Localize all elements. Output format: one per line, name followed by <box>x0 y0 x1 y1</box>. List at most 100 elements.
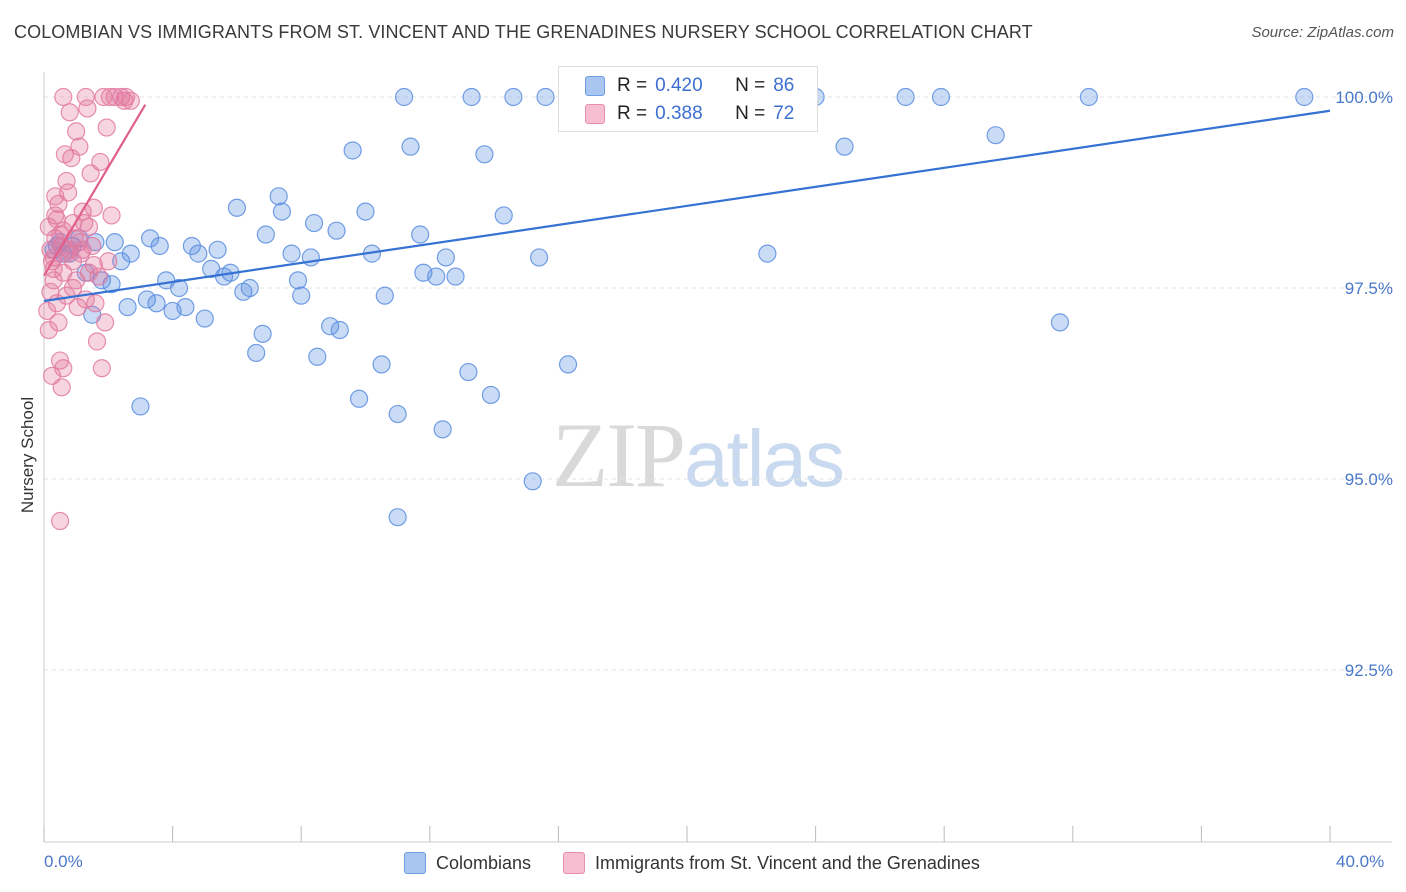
immigrant-point <box>60 103 79 122</box>
immigrant-point <box>38 301 57 321</box>
correlation-legend: R = 0.420 N = 86 R = 0.388 N = 72 <box>558 66 818 132</box>
colombian-point <box>189 244 208 263</box>
colombian-point <box>475 145 494 164</box>
x-axis-min-label: 0.0% <box>44 852 83 871</box>
colombian-point <box>433 420 452 439</box>
legend-swatch-colombians <box>585 76 605 96</box>
legend-n-value: 72 <box>773 103 795 124</box>
legend-r-label: R = <box>617 75 648 96</box>
colombian-point <box>558 355 578 374</box>
immigrant-point <box>86 294 105 313</box>
y-tick-label: 100.0% <box>1335 88 1393 107</box>
colombian-point <box>256 225 275 244</box>
colombian-point <box>758 244 777 263</box>
watermark-zip: ZIP <box>552 404 686 506</box>
series-legend-immigrants[interactable]: Immigrants from St. Vincent and the Gren… <box>563 852 980 874</box>
colombian-point <box>388 508 407 527</box>
colombian-point <box>459 362 478 382</box>
immigrant-point <box>42 366 62 385</box>
legend-r-value: 0.388 <box>655 103 703 124</box>
immigrant-point <box>67 122 86 141</box>
immigrant-point <box>78 99 97 118</box>
colombian-point <box>523 472 542 491</box>
series-legend-colombians[interactable]: Colombians <box>404 852 531 874</box>
colombian-point <box>105 233 124 252</box>
legend-r-label: R = <box>617 103 648 124</box>
immigrant-point <box>76 87 95 107</box>
colombian-point <box>282 244 301 263</box>
colombian-point <box>150 236 169 256</box>
colombian-point <box>131 397 150 416</box>
colombian-point <box>394 87 414 107</box>
immigrant-point <box>41 282 60 301</box>
colombian-point <box>504 87 523 107</box>
immigrant-point <box>91 152 110 172</box>
chart-title: COLOMBIAN VS IMMIGRANTS FROM ST. VINCENT… <box>14 22 1033 42</box>
series-legend: Colombians Immigrants from St. Vincent a… <box>404 852 1012 874</box>
colombian-point <box>240 278 259 298</box>
series-label-immigrants: Immigrants from St. Vincent and the Gren… <box>595 852 980 873</box>
colombian-point <box>1295 87 1314 107</box>
colombian-point <box>253 324 272 343</box>
colombian-point <box>931 87 951 107</box>
colombian-point <box>288 271 308 290</box>
immigrant-point <box>70 233 89 252</box>
colombian-point <box>388 404 407 424</box>
colombian-point <box>112 252 131 271</box>
colombian-point <box>446 267 465 286</box>
legend-row-colombians: R = 0.420 N = 86 <box>585 73 794 99</box>
colombian-point <box>227 198 246 217</box>
immigrant-point <box>49 313 68 332</box>
y-tick-label: 95.0% <box>1345 470 1393 489</box>
series-label-colombians: Colombians <box>436 852 532 873</box>
colombian-point <box>330 320 349 340</box>
immigrant-point <box>92 359 111 378</box>
colombian-point <box>536 87 555 107</box>
immigrant-point <box>95 313 115 332</box>
colombian-point <box>356 202 375 221</box>
immigrant-point <box>87 332 107 351</box>
colombian-point <box>304 213 324 233</box>
colombian-point <box>986 126 1005 145</box>
colombian-point <box>401 137 420 156</box>
colombian-point <box>349 389 369 408</box>
colombian-point <box>436 248 455 267</box>
colombian-point <box>176 298 195 317</box>
immigrant-point <box>49 194 68 214</box>
colombian-point <box>327 221 346 240</box>
watermark: ZIPatlas <box>552 402 845 508</box>
immigrant-point <box>70 137 89 156</box>
immigrant-point <box>79 217 99 236</box>
colombian-point <box>835 137 854 156</box>
immigrant-point <box>102 206 121 225</box>
colombian-point <box>427 267 446 286</box>
colombian-point <box>1079 87 1098 107</box>
colombian-point <box>375 286 394 305</box>
colombian-point <box>343 141 362 160</box>
colombian-point <box>247 343 266 363</box>
colombian-point <box>462 87 481 107</box>
immigrant-point <box>39 320 58 340</box>
colombian-point <box>208 240 227 259</box>
colombian-point <box>1050 313 1070 332</box>
legend-r-value: 0.420 <box>655 75 703 96</box>
immigrant-point <box>99 252 118 271</box>
colombian-point <box>308 347 327 366</box>
colombian-point <box>121 244 140 263</box>
immigrant-point <box>57 171 76 191</box>
colombian-trend-line <box>43 109 1331 303</box>
colombian-point <box>269 187 288 206</box>
legend-row-immigrants: R = 0.388 N = 72 <box>585 101 794 127</box>
colombian-point <box>147 294 166 313</box>
immigrant-point <box>84 255 103 275</box>
colombian-point <box>411 225 430 244</box>
colombian-point <box>292 286 311 305</box>
colombian-point <box>896 87 915 107</box>
colombian-point <box>481 385 500 405</box>
colombian-point <box>169 278 189 298</box>
legend-n-label: N = <box>735 75 766 96</box>
colombian-point <box>372 355 391 374</box>
immigrant-point <box>54 87 73 107</box>
legend-swatch-immigrants <box>585 104 605 124</box>
